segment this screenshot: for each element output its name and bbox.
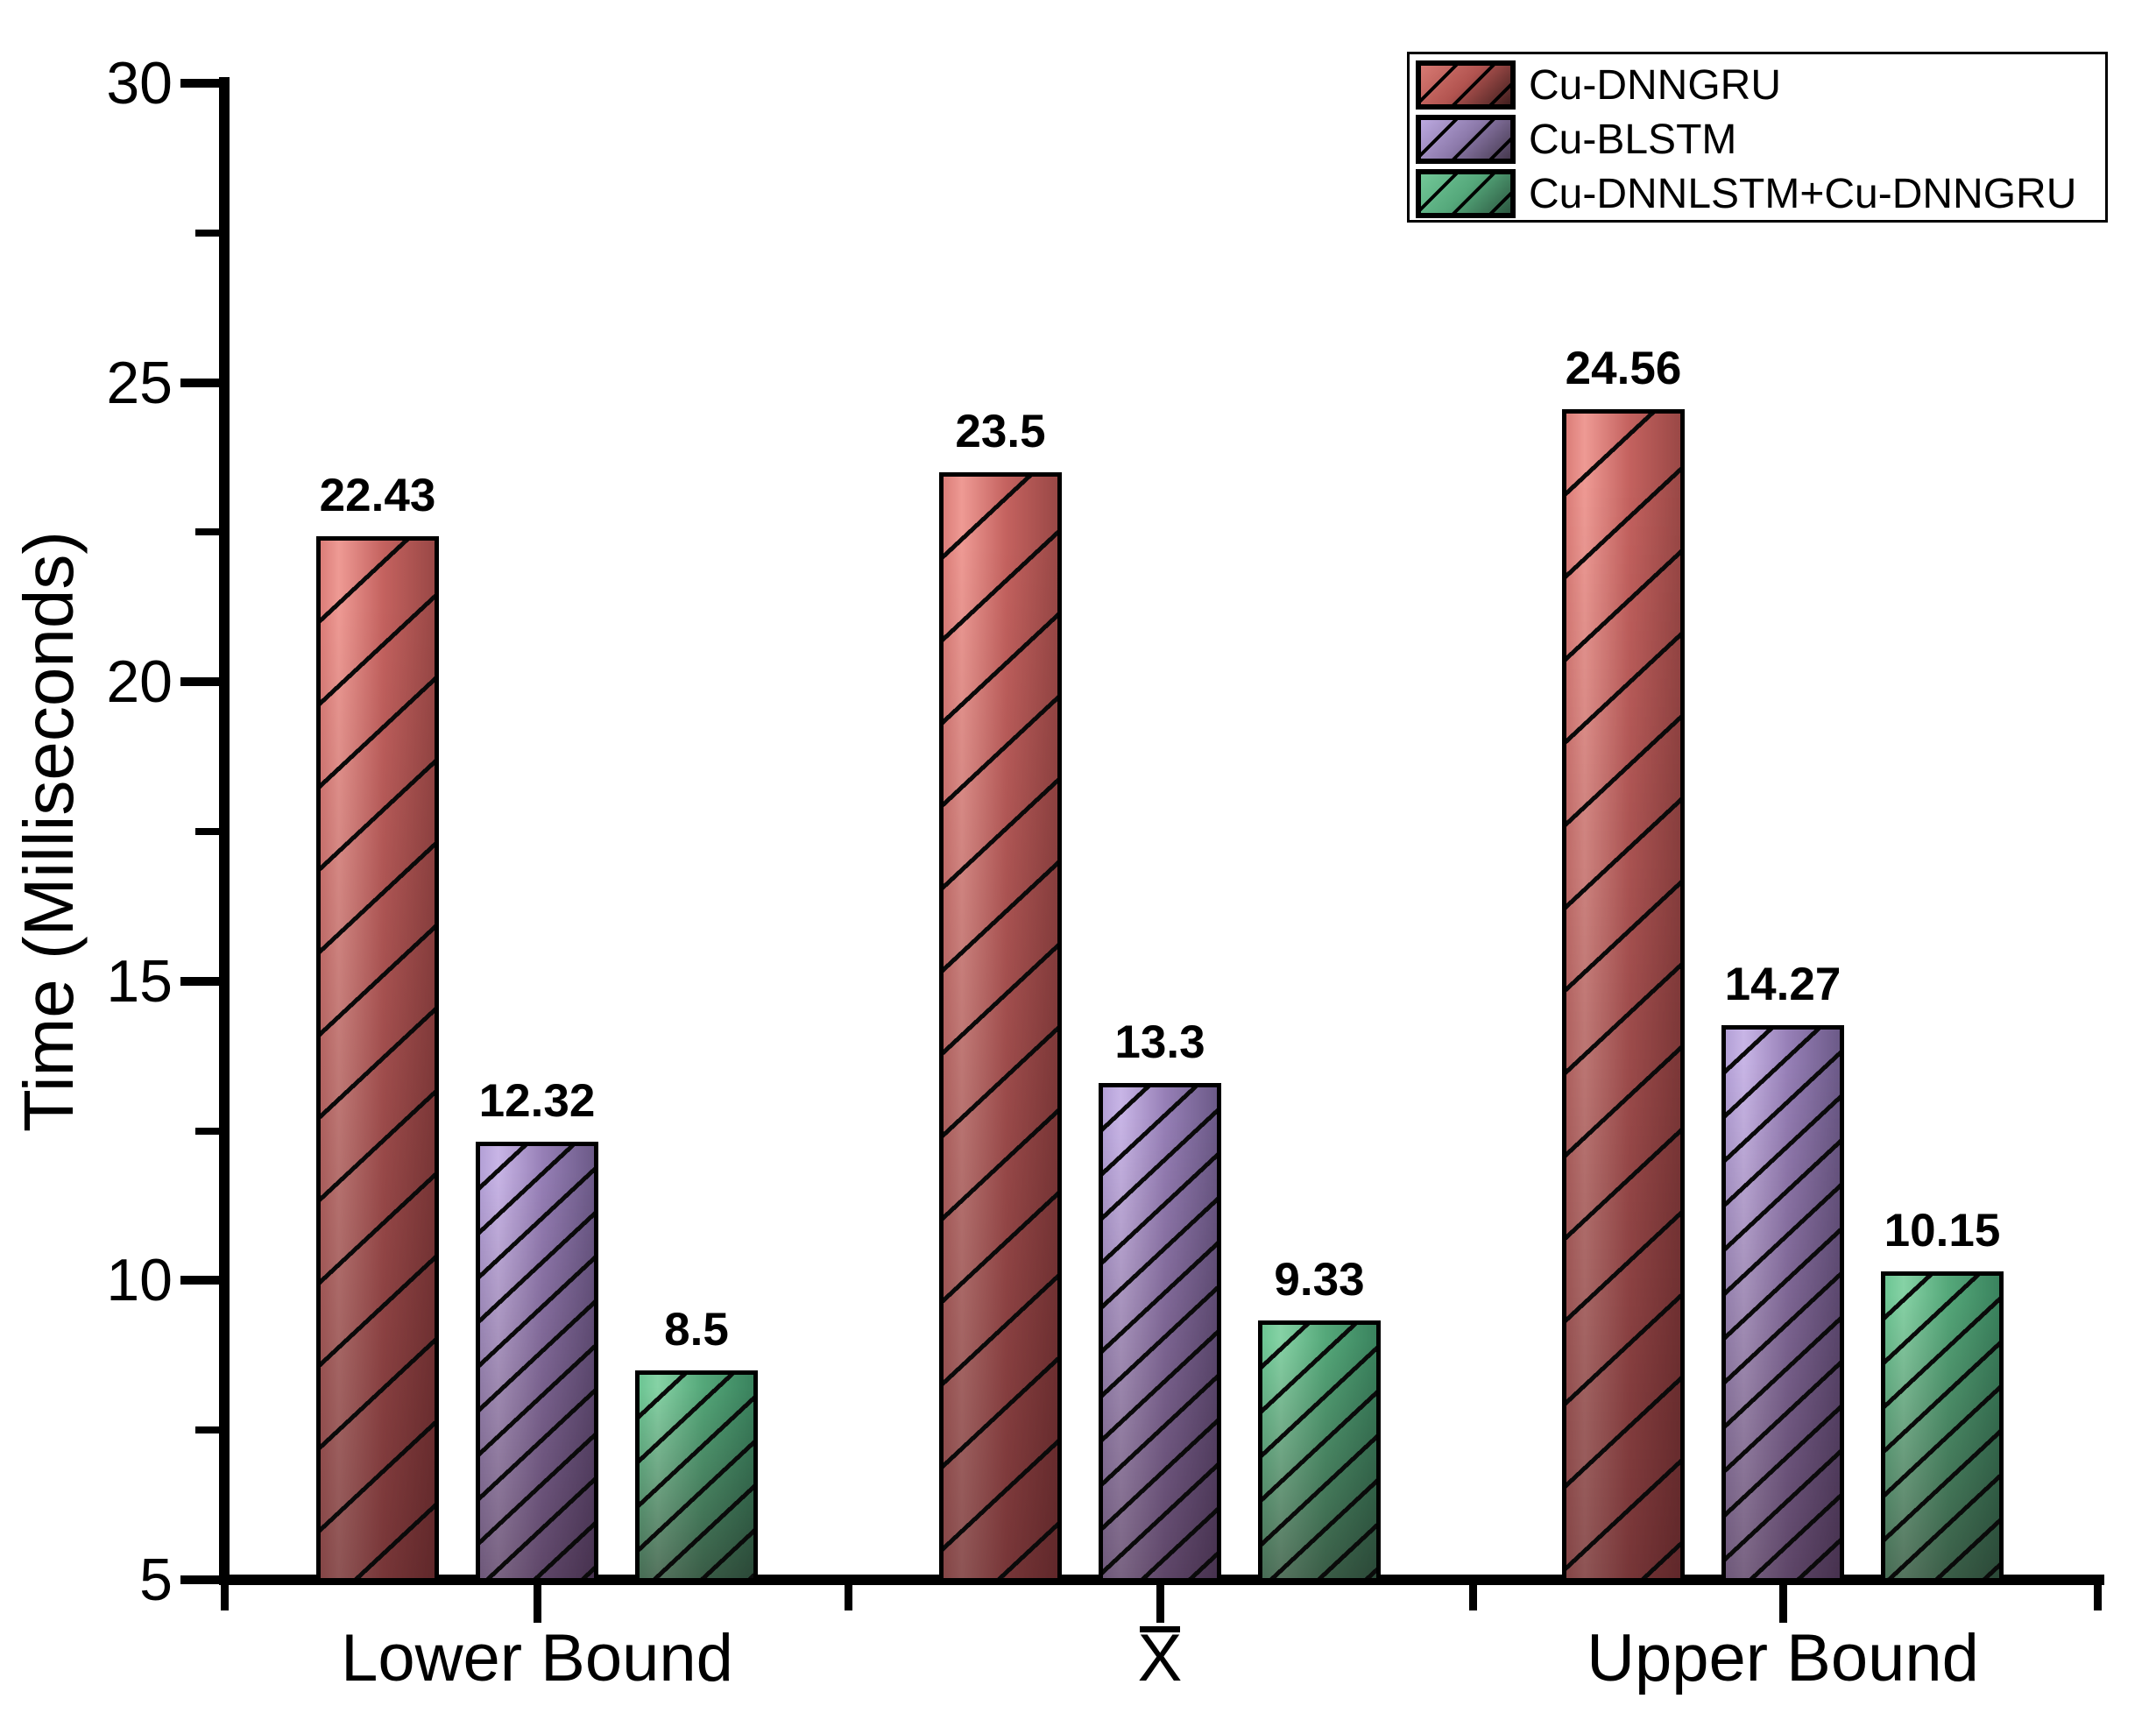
x-minor-tick — [2094, 1582, 2102, 1610]
bar-value-label: 13.3 — [1114, 1016, 1205, 1068]
x-category-label: Lower Bound — [341, 1621, 733, 1695]
legend-swatch-cu-blstm — [1416, 115, 1516, 164]
y-minor-tick — [195, 528, 219, 536]
bar-value-label: 23.5 — [955, 406, 1046, 458]
y-tick-label: 10 — [106, 1247, 173, 1314]
y-tick-label: 30 — [106, 50, 173, 117]
legend-label: Cu-DNNLSTM+Cu-DNNGRU — [1529, 170, 2077, 217]
y-minor-tick — [195, 828, 219, 835]
x-major-tick — [1156, 1582, 1164, 1623]
bar — [1099, 1082, 1221, 1582]
y-major-tick — [180, 1276, 219, 1285]
y-axis-line — [219, 77, 230, 1585]
legend-item: Cu-DNNLSTM+Cu-DNNGRU — [1416, 169, 2105, 218]
y-tick-label: 25 — [106, 349, 173, 416]
x-minor-tick — [845, 1582, 852, 1610]
y-tick-label: 5 — [139, 1547, 173, 1613]
y-minor-tick — [195, 1426, 219, 1434]
bar — [1721, 1024, 1844, 1582]
legend: Cu-DNNGRU Cu-BLSTM Cu-DNNLSTM+Cu-DNNGRU — [1407, 52, 2108, 223]
legend-swatch-cu-dnngru — [1416, 60, 1516, 110]
x-category-label: Upper Bound — [1587, 1621, 1979, 1695]
bar-value-label: 12.32 — [478, 1074, 596, 1127]
y-major-tick — [180, 1575, 219, 1584]
bar — [476, 1141, 598, 1582]
legend-label: Cu-DNNGRU — [1529, 61, 1781, 109]
bar — [1881, 1271, 2004, 1582]
bar — [635, 1370, 758, 1582]
legend-item: Cu-BLSTM — [1416, 115, 2105, 164]
bar-value-label: 8.5 — [664, 1303, 729, 1356]
y-major-tick — [180, 976, 219, 986]
legend-item: Cu-DNNGRU — [1416, 60, 2105, 110]
bar-value-label: 22.43 — [319, 470, 436, 522]
bar — [1562, 408, 1685, 1582]
bar — [939, 472, 1062, 1582]
legend-label: Cu-BLSTM — [1529, 116, 1737, 163]
x-minor-tick — [1469, 1582, 1477, 1610]
x-minor-tick — [221, 1582, 229, 1610]
y-tick-label: 15 — [106, 947, 173, 1015]
x-category-label-xbar: X — [1137, 1621, 1183, 1695]
y-major-tick — [180, 79, 219, 88]
y-tick-label: 20 — [106, 648, 173, 716]
y-major-tick — [180, 378, 219, 387]
bar-value-label: 10.15 — [1884, 1205, 2001, 1257]
bar-value-label: 14.27 — [1724, 958, 1841, 1010]
x-major-tick — [534, 1582, 541, 1623]
x-category-label: X — [897, 1622, 1423, 1695]
legend-swatch-cu-dnnlstm-cu-dnngru — [1416, 169, 1516, 218]
bar — [1258, 1320, 1381, 1582]
bar-value-label: 24.56 — [1565, 342, 1682, 394]
y-major-tick — [180, 677, 219, 687]
y-axis-title: Time (Milliseconds) — [10, 530, 88, 1133]
y-minor-tick — [195, 1127, 219, 1135]
x-major-tick — [1779, 1582, 1787, 1623]
y-minor-tick — [195, 229, 219, 237]
bar-value-label: 9.33 — [1274, 1254, 1365, 1306]
bar — [316, 536, 439, 1582]
